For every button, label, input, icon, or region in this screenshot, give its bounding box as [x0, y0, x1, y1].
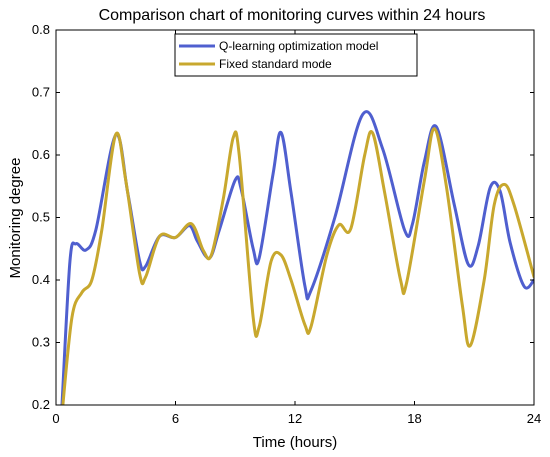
y-tick-label: 0.6	[32, 147, 50, 162]
x-tick-label: 18	[407, 411, 421, 426]
legend: Q-learning optimization model Fixed stan…	[174, 33, 418, 77]
x-tick-label: 0	[52, 411, 59, 426]
legend-entry-q-learning: Q-learning optimization model	[219, 39, 378, 53]
y-tick-label: 0.4	[32, 272, 50, 287]
legend-box	[174, 33, 418, 77]
chart-title: Comparison chart of monitoring curves wi…	[99, 7, 486, 24]
x-tick-label: 6	[172, 411, 179, 426]
y-tick-label: 0.7	[32, 85, 50, 100]
series-line-fixed-standard	[61, 127, 534, 405]
x-axis-label: Time (hours)	[253, 434, 337, 451]
y-axis-label: Monitoring degree	[7, 158, 24, 279]
y-tick-label: 0.2	[32, 397, 50, 412]
legend-entry-fixed-standard: Fixed standard mode	[219, 57, 332, 71]
y-tick-label: 0.5	[32, 210, 50, 225]
x-tick-label: 12	[288, 411, 302, 426]
plot-lines	[60, 110, 534, 405]
y-tick-label: 0.3	[32, 335, 50, 350]
axis-ticks: 0 6 12 18 24 0.2 0.3 0.4 0.5 0.6 0.7 0.8	[32, 22, 541, 426]
x-tick-label: 24	[527, 411, 541, 426]
y-tick-label: 0.8	[32, 22, 50, 37]
